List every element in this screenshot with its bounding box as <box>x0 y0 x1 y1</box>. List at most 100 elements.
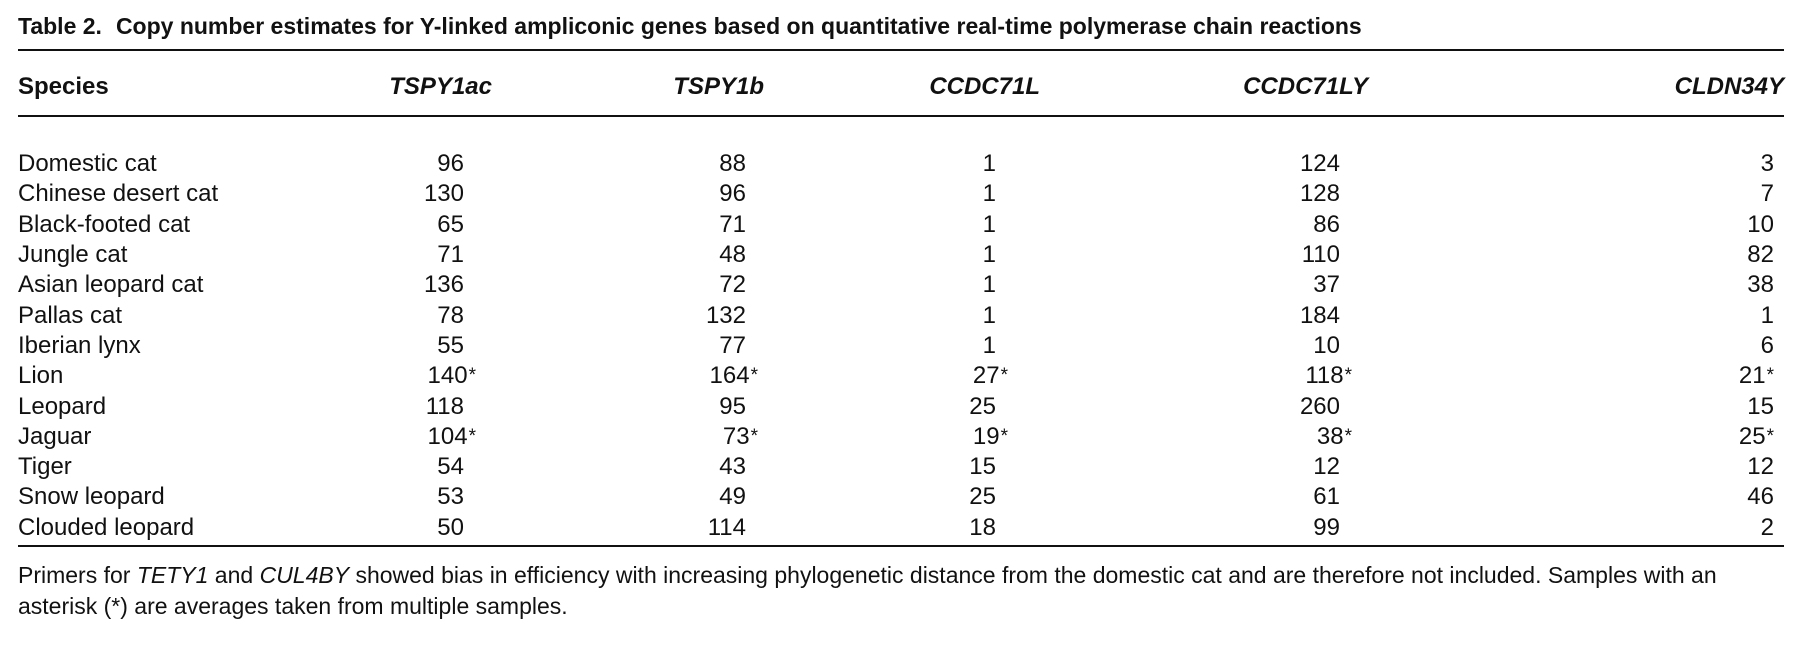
copy-number-cell: 43 <box>719 453 746 481</box>
species-cell: Lion <box>18 362 64 390</box>
table-row: Tiger 54 43 15 12 12 <box>18 452 1784 482</box>
copy-number-cell: 132 <box>705 301 746 329</box>
copy-number-cell: 164* <box>560 361 846 391</box>
table-header-row: Species TSPY1ac TSPY1b CCDC71L CCDC71LY CLDN3… <box>18 60 1784 128</box>
copy-number-cell: 46 <box>1747 483 1774 511</box>
copy-number-cell: 48 <box>719 241 746 269</box>
copy-number-cell: 54 <box>437 453 464 481</box>
copy-number-cell: 99 <box>1313 513 1340 541</box>
asterisk-marker: * <box>1766 365 1774 387</box>
copy-number-cell: 27* <box>846 361 1122 391</box>
species-cell: Iberian lynx <box>18 331 141 359</box>
copy-number-cell: 1 <box>982 210 996 238</box>
table-row: Lion 140* 164* 27* 118* 21* <box>18 361 1784 391</box>
copy-number-cell: 21* <box>1444 361 1784 391</box>
table-row: Iberian lynx 55 77 1 10 6 <box>18 331 1784 361</box>
species-cell: Snow leopard <box>18 483 165 511</box>
table-label: Table 2. <box>18 13 102 39</box>
copy-number-cell: 1 <box>982 241 996 269</box>
copy-number-cell: 50 <box>437 513 464 541</box>
copy-number-cell: 12 <box>1747 453 1774 481</box>
asterisk-marker: * <box>1000 365 1008 387</box>
copy-number-cell: 78 <box>437 301 464 329</box>
copy-number-value: 38 <box>1316 422 1344 450</box>
copy-number-value: 25 <box>1738 422 1766 450</box>
copy-number-cell: 1 <box>982 331 996 359</box>
copy-number-cell: 130 <box>423 180 464 208</box>
copy-number-cell: 86 <box>1313 210 1340 238</box>
copy-number-cell: 1 <box>982 271 996 299</box>
species-cell: Jungle cat <box>18 241 128 269</box>
copy-number-value: 73 <box>722 422 750 450</box>
copy-number-cell: 104* <box>298 422 560 452</box>
species-cell: Tiger <box>18 453 72 481</box>
table-body: Domestic cat 96 88 1 124 3 Chinese desert cat 1… <box>18 128 1784 543</box>
copy-number-cell: 37 <box>1313 271 1340 299</box>
copy-number-value: 140 <box>427 362 468 390</box>
species-cell: Asian leopard cat <box>18 271 204 299</box>
species-cell: Jaguar <box>18 422 92 450</box>
table-row: Pallas cat 78 132 1 184 1 <box>18 300 1784 330</box>
copy-number-cell: 25 <box>969 483 996 511</box>
copy-number-cell: 49 <box>719 483 746 511</box>
copy-number-cell: 96 <box>437 150 464 178</box>
copy-number-cell: 88 <box>719 150 746 178</box>
species-cell: Black-footed cat <box>18 210 191 238</box>
copy-number-cell: 25 <box>969 392 996 420</box>
table-row: Snow leopard 53 49 25 61 46 <box>18 482 1784 512</box>
table-row: Clouded leopard 50 114 18 99 2 <box>18 513 1784 543</box>
copy-number-cell: 6 <box>1760 331 1774 359</box>
copy-number-cell: 73* <box>560 422 846 452</box>
copy-number-cell: 25* <box>1444 422 1784 452</box>
copy-number-cell: 38 <box>1747 271 1774 299</box>
table-row: Leopard 118 95 25 260 15 <box>18 391 1784 421</box>
asterisk-marker: * <box>1000 425 1008 447</box>
copy-number-cell: 12 <box>1313 453 1340 481</box>
copy-number-cell: 96 <box>719 180 746 208</box>
table-row: Chinese desert cat 130 96 1 128 7 <box>18 179 1784 209</box>
column-header-gene: CLDN34Y <box>1674 73 1784 100</box>
top-rule <box>18 49 1784 51</box>
species-cell: Chinese desert cat <box>18 180 219 208</box>
copy-number-table: Species TSPY1ac TSPY1b CCDC71L CCDC71LY CLDN3… <box>18 60 1784 543</box>
copy-number-cell: 184 <box>1299 301 1340 329</box>
header-rule <box>18 115 1784 117</box>
copy-number-cell: 65 <box>437 210 464 238</box>
footnote-text: showed bias in efficiency with increasin… <box>18 562 1717 619</box>
copy-number-cell: 1 <box>982 150 996 178</box>
species-cell: Leopard <box>18 392 107 420</box>
table-row: Jungle cat 71 48 1 110 82 <box>18 240 1784 270</box>
copy-number-cell: 118* <box>1122 361 1444 391</box>
copy-number-cell: 110 <box>1301 241 1340 269</box>
copy-number-cell: 1 <box>982 180 996 208</box>
copy-number-cell: 95 <box>719 392 746 420</box>
table-title: Copy number estimates for Y-linked ampli… <box>115 13 1362 39</box>
asterisk-marker: * <box>1766 425 1774 447</box>
footnote-text: and <box>208 562 260 588</box>
copy-number-cell: 77 <box>719 331 746 359</box>
copy-number-value: 27 <box>972 362 1000 390</box>
footnote-gene: CUL4BY <box>259 562 350 588</box>
copy-number-cell: 18 <box>969 513 996 541</box>
copy-number-cell: 114 <box>707 513 746 541</box>
copy-number-value: 19 <box>972 422 1000 450</box>
copy-number-cell: 61 <box>1313 483 1340 511</box>
table-caption: Table 2. Copy number estimates for Y-link… <box>18 11 1782 41</box>
copy-number-cell: 71 <box>437 241 464 269</box>
copy-number-cell: 1 <box>1760 301 1774 329</box>
asterisk-marker: * <box>750 365 758 387</box>
footnote-gene: TETY1 <box>136 562 209 588</box>
copy-number-cell: 82 <box>1747 241 1774 269</box>
asterisk-marker: * <box>468 365 476 387</box>
asterisk-marker: * <box>1344 365 1352 387</box>
copy-number-cell: 19* <box>846 422 1122 452</box>
footnote-text: Primers for <box>18 562 137 588</box>
column-header-gene: CCDC71L <box>929 73 1040 100</box>
copy-number-cell: 140* <box>298 361 560 391</box>
table-row: Jaguar 104* 73* 19* 38* 25* <box>18 422 1784 452</box>
bottom-rule <box>18 545 1784 547</box>
copy-number-value: 104 <box>427 422 468 450</box>
copy-number-cell: 53 <box>437 483 464 511</box>
table-row: Black-footed cat 65 71 1 86 10 <box>18 210 1784 240</box>
copy-number-cell: 15 <box>1747 392 1774 420</box>
